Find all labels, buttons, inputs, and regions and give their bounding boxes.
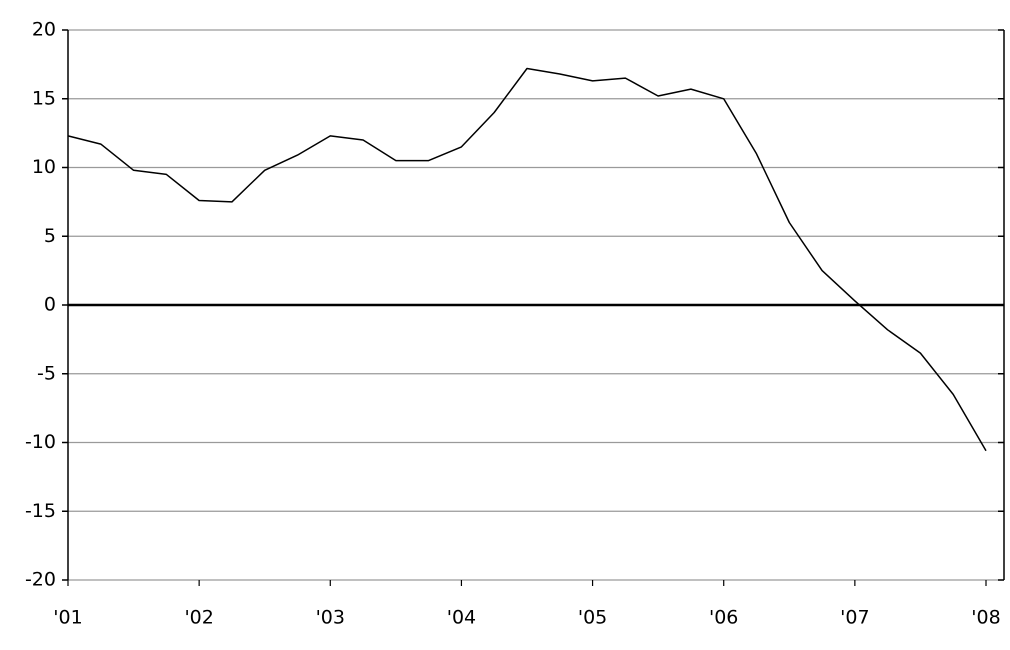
x-tick-label: '05 bbox=[578, 607, 607, 629]
data-line bbox=[67, 67, 987, 452]
x-tick-label: '04 bbox=[447, 607, 476, 629]
y-tick-label: 5 bbox=[44, 225, 56, 247]
x-tick-label: '07 bbox=[840, 607, 869, 629]
x-tick-label: '06 bbox=[709, 607, 738, 629]
y-tick-label: -20 bbox=[25, 569, 56, 591]
y-tick-label: -10 bbox=[25, 431, 56, 453]
y-tick-label: 15 bbox=[32, 87, 56, 109]
y-tick-label: 10 bbox=[32, 156, 56, 178]
y-tick-label: 20 bbox=[32, 19, 56, 41]
y-tick-label: -5 bbox=[37, 362, 56, 384]
y-tick-label: 0 bbox=[44, 294, 56, 316]
x-tick-label: '03 bbox=[316, 607, 345, 629]
x-tick-label: '01 bbox=[53, 607, 82, 629]
x-tick-label: '02 bbox=[184, 607, 213, 629]
y-tick-label: -15 bbox=[25, 500, 56, 522]
x-tick-label: '08 bbox=[971, 607, 1000, 629]
